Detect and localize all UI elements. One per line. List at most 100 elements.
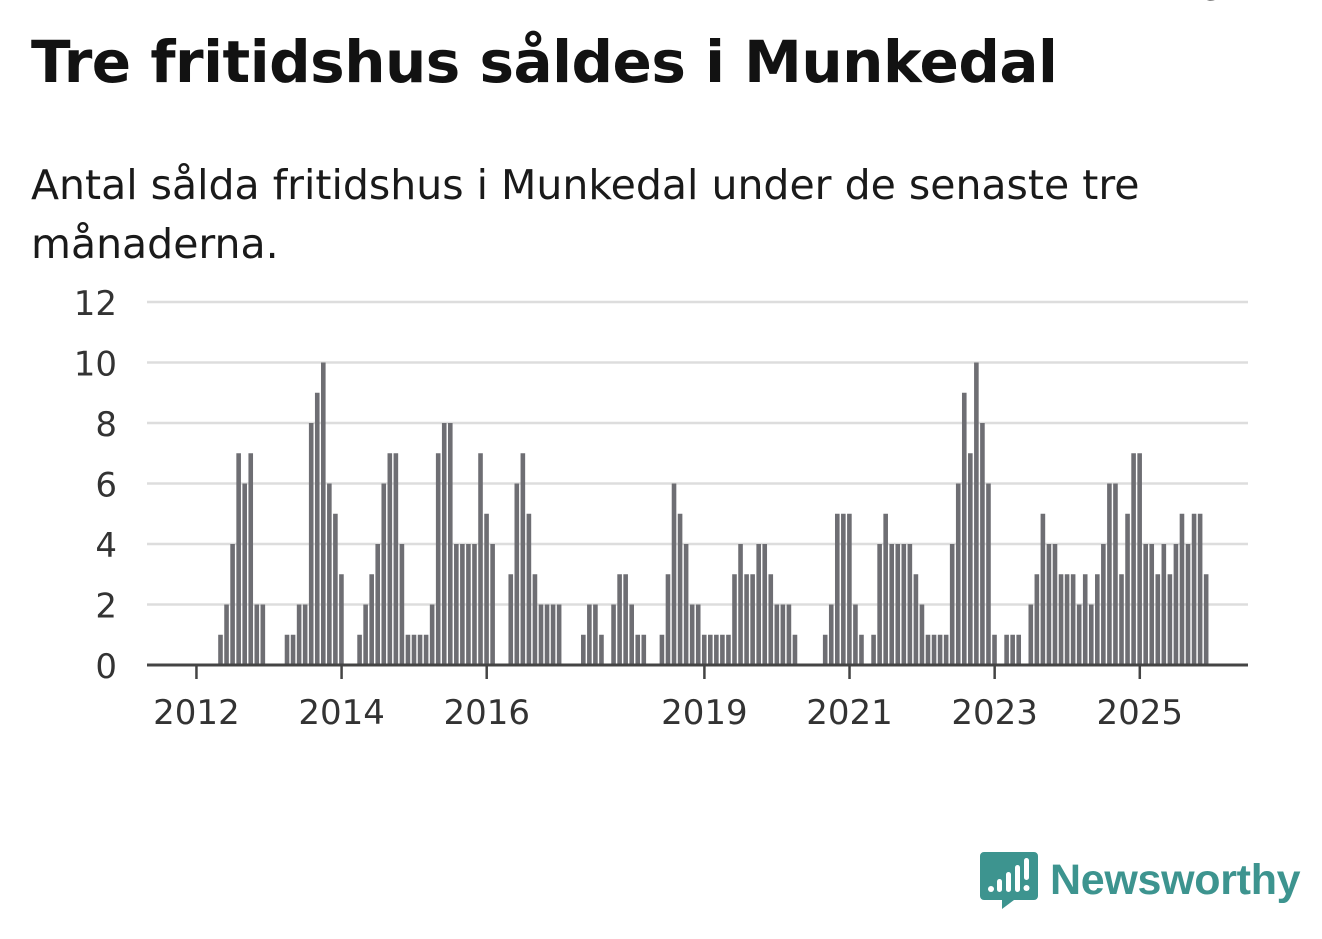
bar[interactable] (750, 574, 755, 665)
bar[interactable] (780, 604, 786, 666)
bar[interactable] (357, 634, 362, 665)
bar[interactable] (1052, 544, 1058, 665)
bar[interactable] (599, 634, 604, 665)
bar[interactable] (514, 483, 520, 666)
bar[interactable] (405, 634, 411, 665)
bar[interactable] (1161, 544, 1167, 665)
bar[interactable] (792, 634, 798, 665)
bar[interactable] (1004, 634, 1009, 665)
bar[interactable] (308, 423, 314, 665)
bar[interactable] (756, 544, 761, 665)
bar[interactable] (986, 483, 991, 666)
bar[interactable] (508, 574, 514, 665)
bar[interactable] (490, 544, 495, 665)
bar[interactable] (937, 634, 943, 665)
bar[interactable] (931, 634, 937, 665)
bar[interactable] (460, 544, 465, 665)
bar[interactable] (623, 574, 628, 665)
bar[interactable] (417, 634, 423, 665)
bar[interactable] (980, 423, 985, 665)
bar[interactable] (339, 574, 344, 665)
bar[interactable] (1010, 634, 1015, 665)
bar[interactable] (1131, 453, 1136, 665)
bar[interactable] (732, 574, 737, 665)
bar[interactable] (665, 574, 671, 665)
bar[interactable] (393, 453, 399, 665)
bar[interactable] (387, 453, 393, 665)
bar[interactable] (974, 362, 979, 666)
bar[interactable] (919, 604, 925, 666)
bar[interactable] (1119, 574, 1124, 665)
bar[interactable] (248, 453, 254, 665)
bar[interactable] (520, 453, 526, 665)
bar[interactable] (635, 634, 641, 665)
bar[interactable] (683, 544, 689, 665)
bar[interactable] (254, 604, 260, 666)
bar[interactable] (1173, 544, 1179, 665)
bar[interactable] (641, 634, 647, 665)
bar[interactable] (441, 423, 447, 665)
bar[interactable] (454, 544, 459, 665)
bar[interactable] (484, 513, 489, 665)
bar[interactable] (714, 634, 719, 665)
bar[interactable] (1143, 544, 1148, 665)
bar[interactable] (629, 604, 634, 666)
bar[interactable] (943, 634, 949, 665)
bar[interactable] (1064, 574, 1070, 665)
bar[interactable] (327, 483, 332, 666)
bar[interactable] (671, 483, 677, 666)
bar[interactable] (1076, 604, 1082, 666)
bar[interactable] (1149, 544, 1155, 665)
bar[interactable] (472, 544, 477, 665)
bar[interactable] (744, 574, 749, 665)
bar[interactable] (895, 544, 901, 665)
bar[interactable] (907, 544, 913, 665)
bar[interactable] (738, 544, 743, 665)
bar[interactable] (587, 604, 592, 666)
bar[interactable] (689, 604, 695, 666)
bar[interactable] (1101, 544, 1106, 665)
bar[interactable] (224, 604, 229, 666)
bar[interactable] (290, 634, 296, 665)
bar[interactable] (429, 604, 435, 666)
bar[interactable] (1191, 513, 1197, 665)
bar[interactable] (1016, 634, 1022, 665)
bar[interactable] (1197, 513, 1203, 665)
bar[interactable] (381, 483, 387, 666)
bar[interactable] (834, 513, 840, 665)
bar[interactable] (1034, 574, 1040, 665)
bar[interactable] (284, 634, 290, 665)
bar[interactable] (720, 634, 725, 665)
bar[interactable] (877, 544, 882, 665)
bar[interactable] (1070, 574, 1076, 665)
bar[interactable] (302, 604, 308, 666)
bar[interactable] (1137, 453, 1142, 665)
bar[interactable] (1095, 574, 1100, 665)
bar[interactable] (695, 604, 701, 666)
bar[interactable] (768, 574, 774, 665)
bar[interactable] (363, 604, 368, 666)
bar[interactable] (526, 513, 532, 665)
bar[interactable] (1028, 604, 1034, 666)
bar[interactable] (859, 634, 864, 665)
bar[interactable] (423, 634, 429, 665)
bar[interactable] (556, 604, 562, 666)
bar[interactable] (1155, 574, 1161, 665)
bar[interactable] (532, 574, 538, 665)
bar[interactable] (411, 634, 417, 665)
newsworthy-logo[interactable]: Newsworthy (980, 850, 1301, 910)
bar[interactable] (774, 604, 780, 666)
bar[interactable] (1113, 483, 1118, 666)
bar[interactable] (466, 544, 471, 665)
bar[interactable] (913, 574, 919, 665)
bar[interactable] (822, 634, 828, 665)
bar[interactable] (1167, 574, 1173, 665)
bar[interactable] (230, 544, 235, 665)
bar[interactable] (581, 634, 586, 665)
bar[interactable] (478, 453, 483, 665)
bar[interactable] (314, 392, 320, 665)
bar[interactable] (260, 604, 266, 666)
bar[interactable] (1179, 513, 1185, 665)
bar[interactable] (320, 362, 326, 666)
bar[interactable] (1203, 574, 1209, 665)
